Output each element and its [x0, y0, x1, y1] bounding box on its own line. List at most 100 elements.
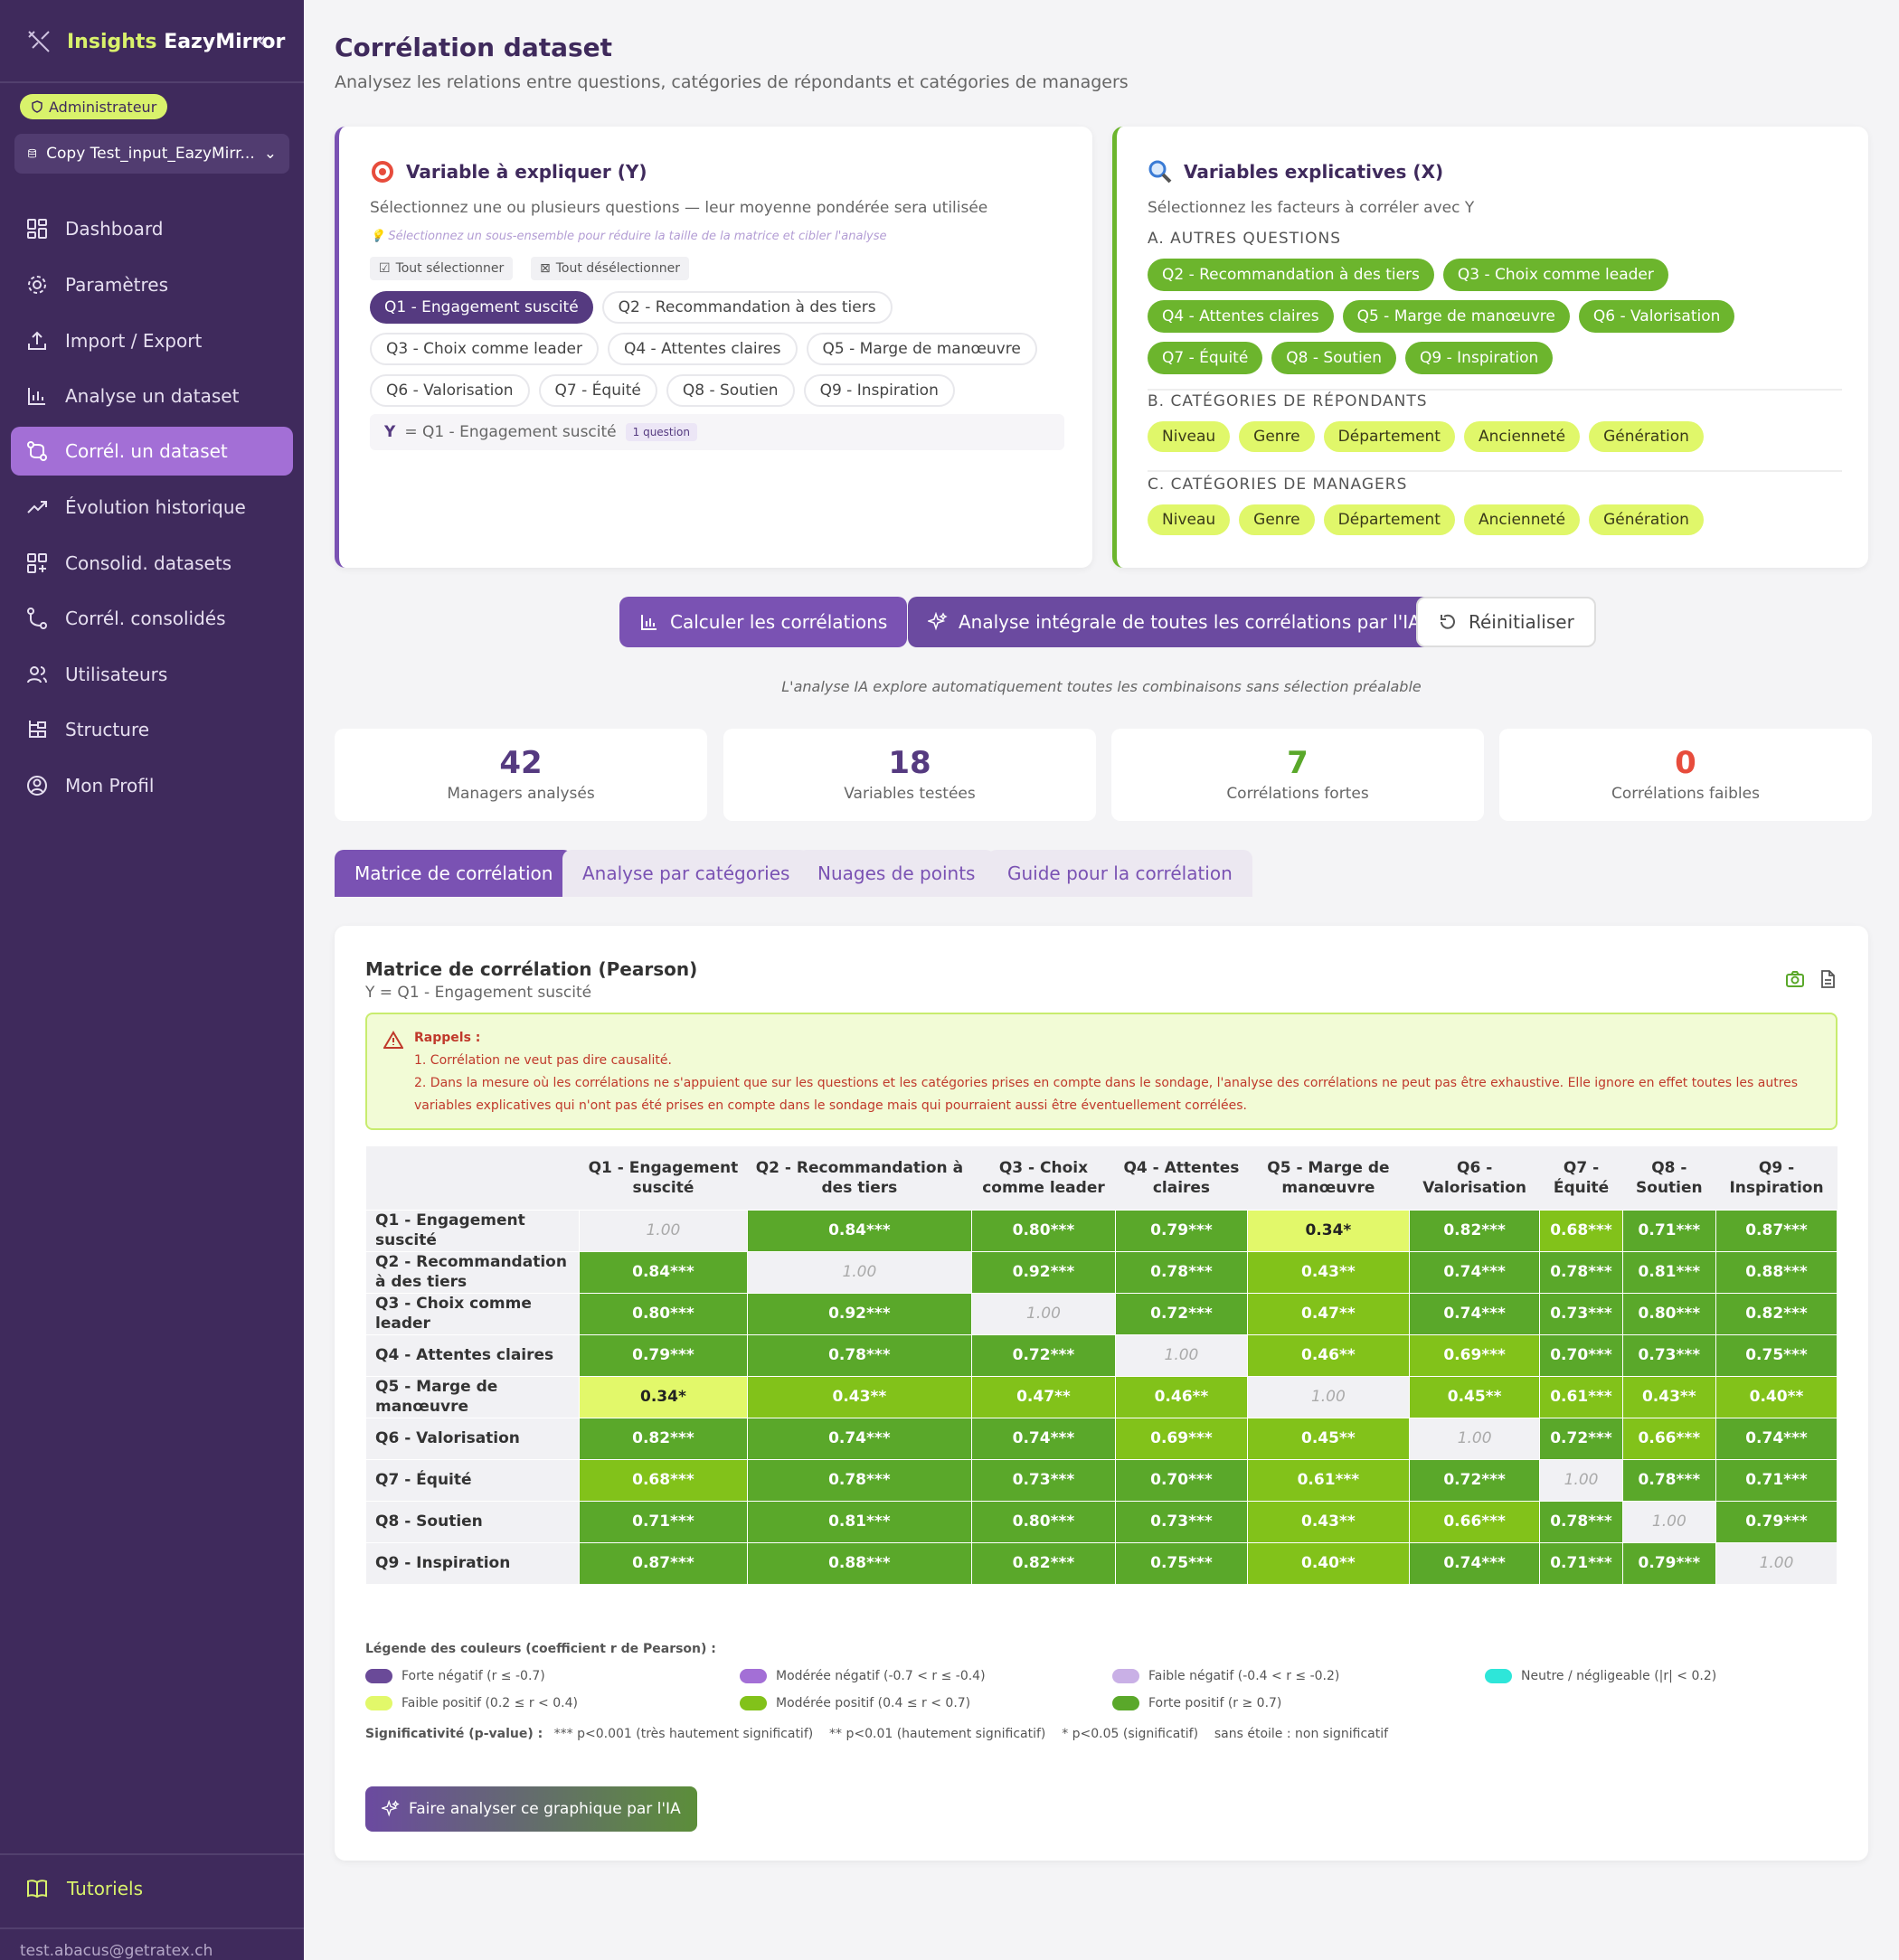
matrix-cell[interactable]: 0.73*** — [1539, 1292, 1623, 1335]
x-chip-q3[interactable]: Q3 - Choix comme leader — [1442, 259, 1668, 291]
matrix-cell[interactable]: 0.72*** — [1408, 1458, 1541, 1502]
matrix-cell[interactable]: 0.40** — [1715, 1375, 1838, 1418]
matrix-cell[interactable]: 0.61*** — [1246, 1458, 1410, 1502]
matrix-cell[interactable]: 0.80*** — [579, 1292, 748, 1335]
y-chip-q3[interactable]: Q3 - Choix comme leader — [370, 333, 599, 365]
deselect-all-button[interactable]: ⊠ Tout désélectionner — [531, 257, 689, 280]
mgr-chip-genre[interactable]: Genre — [1239, 504, 1315, 535]
matrix-cell[interactable]: 0.46** — [1115, 1375, 1248, 1418]
matrix-cell[interactable]: 0.79*** — [1115, 1209, 1248, 1252]
matrix-cell[interactable]: 0.43** — [1246, 1500, 1410, 1543]
matrix-cell[interactable]: 0.92*** — [746, 1292, 972, 1335]
tab-guide[interactable]: Guide pour la corrélation — [987, 850, 1252, 897]
y-chip-q8[interactable]: Q8 - Soutien — [666, 374, 795, 407]
matrix-cell[interactable]: 0.82*** — [1715, 1292, 1838, 1335]
x-chip-q8[interactable]: Q8 - Soutien — [1271, 342, 1397, 374]
matrix-cell[interactable]: 0.61*** — [1539, 1375, 1623, 1418]
resp-chip-genre[interactable]: Genre — [1239, 421, 1315, 452]
matrix-cell[interactable]: 0.84*** — [579, 1250, 748, 1294]
matrix-cell[interactable]: 0.72*** — [1539, 1417, 1623, 1460]
tab-matrice[interactable]: Matrice de corrélation — [335, 850, 573, 897]
document-icon[interactable] — [1818, 969, 1838, 989]
matrix-cell[interactable]: 0.46** — [1246, 1333, 1410, 1377]
y-chip-q4[interactable]: Q4 - Attentes claires — [607, 333, 798, 365]
matrix-cell[interactable]: 0.70*** — [1115, 1458, 1248, 1502]
matrix-cell[interactable]: 0.71*** — [1539, 1541, 1623, 1585]
y-chip-q1[interactable]: Q1 - Engagement suscité — [370, 291, 593, 324]
sidebar-item-profil[interactable]: Mon Profil — [11, 761, 293, 810]
matrix-cell[interactable]: 0.87*** — [579, 1541, 748, 1585]
matrix-cell[interactable]: 0.88*** — [1715, 1250, 1838, 1294]
matrix-cell[interactable]: 0.75*** — [1715, 1333, 1838, 1377]
matrix-cell[interactable]: 0.73*** — [970, 1458, 1117, 1502]
matrix-cell[interactable]: 0.45** — [1246, 1417, 1410, 1460]
matrix-cell[interactable]: 0.88*** — [746, 1541, 972, 1585]
x-chip-q6[interactable]: Q6 - Valorisation — [1578, 300, 1735, 333]
matrix-cell[interactable]: 0.68*** — [579, 1458, 748, 1502]
sidebar-item-correl-dataset[interactable]: Corrél. un dataset — [11, 427, 293, 476]
tutorials-link[interactable]: Tutoriels — [25, 1877, 143, 1900]
y-chip-q5[interactable]: Q5 - Marge de manœuvre — [806, 333, 1037, 365]
matrix-cell[interactable]: 0.34* — [1246, 1209, 1410, 1252]
matrix-cell[interactable]: 0.74*** — [1408, 1292, 1541, 1335]
matrix-cell[interactable]: 0.82*** — [970, 1541, 1117, 1585]
matrix-cell[interactable]: 0.82*** — [1408, 1209, 1541, 1252]
matrix-cell[interactable]: 0.79*** — [1715, 1500, 1838, 1543]
matrix-cell[interactable]: 0.72*** — [1115, 1292, 1248, 1335]
matrix-cell[interactable]: 0.34* — [579, 1375, 748, 1418]
matrix-cell[interactable]: 0.71*** — [1621, 1209, 1717, 1252]
matrix-cell[interactable]: 0.78*** — [1539, 1250, 1623, 1294]
compute-correlations-button[interactable]: Calculer les corrélations — [619, 597, 908, 647]
matrix-cell[interactable]: 1.00 — [1246, 1375, 1410, 1418]
matrix-cell[interactable]: 0.40** — [1246, 1541, 1410, 1585]
y-chip-q7[interactable]: Q7 - Équité — [538, 374, 657, 407]
matrix-cell[interactable]: 0.75*** — [1115, 1541, 1248, 1585]
sidebar-item-analyse[interactable]: Analyse un dataset — [11, 372, 293, 420]
matrix-cell[interactable]: 1.00 — [1539, 1458, 1623, 1502]
matrix-cell[interactable]: 0.73*** — [1621, 1333, 1717, 1377]
matrix-cell[interactable]: 0.81*** — [746, 1500, 972, 1543]
matrix-cell[interactable]: 1.00 — [1115, 1333, 1248, 1377]
matrix-cell[interactable]: 0.72*** — [970, 1333, 1117, 1377]
matrix-cell[interactable]: 0.71*** — [579, 1500, 748, 1543]
matrix-cell[interactable]: 0.78*** — [746, 1333, 972, 1377]
matrix-cell[interactable]: 0.68*** — [1539, 1209, 1623, 1252]
matrix-cell[interactable]: 0.45** — [1408, 1375, 1541, 1418]
matrix-cell[interactable]: 0.66*** — [1621, 1417, 1717, 1460]
matrix-cell[interactable]: 0.74*** — [1715, 1417, 1838, 1460]
sidebar-item-correl-consolides[interactable]: Corrél. consolidés — [11, 594, 293, 643]
matrix-cell[interactable]: 0.87*** — [1715, 1209, 1838, 1252]
mgr-chip-generation[interactable]: Génération — [1589, 504, 1704, 535]
sidebar-item-import-export[interactable]: Import / Export — [11, 316, 293, 365]
tab-nuages[interactable]: Nuages de points — [798, 850, 996, 897]
matrix-cell[interactable]: 0.69*** — [1115, 1417, 1248, 1460]
matrix-cell[interactable]: 0.43** — [746, 1375, 972, 1418]
matrix-cell[interactable]: 0.78*** — [746, 1458, 972, 1502]
y-chip-q9[interactable]: Q9 - Inspiration — [803, 374, 955, 407]
matrix-cell[interactable]: 1.00 — [1621, 1500, 1717, 1543]
matrix-cell[interactable]: 0.80*** — [1621, 1292, 1717, 1335]
mgr-chip-niveau[interactable]: Niveau — [1148, 504, 1231, 535]
matrix-cell[interactable]: 0.69*** — [1408, 1333, 1541, 1377]
x-chip-q9[interactable]: Q9 - Inspiration — [1405, 342, 1554, 374]
sidebar-item-parametres[interactable]: Paramètres — [11, 260, 293, 309]
x-chip-q5[interactable]: Q5 - Marge de manœuvre — [1342, 300, 1570, 333]
matrix-cell[interactable]: 0.43** — [1621, 1375, 1717, 1418]
x-chip-q2[interactable]: Q2 - Recommandation à des tiers — [1148, 259, 1434, 291]
matrix-cell[interactable]: 0.47** — [1246, 1292, 1410, 1335]
ai-analyze-chart-button[interactable]: Faire analyser ce graphique par l'IA — [365, 1786, 697, 1832]
sidebar-item-structure[interactable]: Structure — [11, 705, 293, 754]
matrix-cell[interactable]: 0.73*** — [1115, 1500, 1248, 1543]
matrix-cell[interactable]: 1.00 — [579, 1209, 748, 1252]
matrix-cell[interactable]: 0.80*** — [970, 1500, 1117, 1543]
x-chip-q7[interactable]: Q7 - Équité — [1148, 342, 1263, 374]
matrix-cell[interactable]: 0.81*** — [1621, 1250, 1717, 1294]
matrix-cell[interactable]: 0.84*** — [746, 1209, 972, 1252]
resp-chip-niveau[interactable]: Niveau — [1148, 421, 1231, 452]
matrix-cell[interactable]: 0.78*** — [1621, 1458, 1717, 1502]
tab-categories[interactable]: Analyse par catégories — [562, 850, 810, 897]
sidebar-item-consolid[interactable]: Consolid. datasets — [11, 539, 293, 588]
sidebar-item-evolution[interactable]: Évolution historique — [11, 483, 293, 532]
y-chip-q6[interactable]: Q6 - Valorisation — [370, 374, 530, 407]
resp-chip-generation[interactable]: Génération — [1589, 421, 1704, 452]
